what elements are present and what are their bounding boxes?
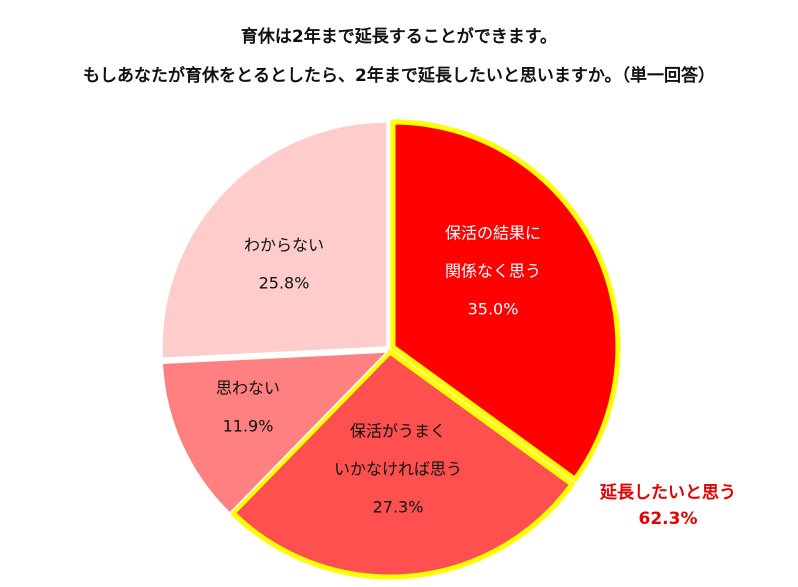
- slice-value-label: 11.9%: [223, 417, 274, 436]
- slice-category-label: 思わない: [216, 379, 280, 398]
- chart-title-line1: 育休は2年まで延長することができます。: [240, 27, 558, 47]
- slice-category-label: いかなければ思う: [334, 460, 462, 479]
- slice-category-label: 保活の結果に: [445, 224, 541, 243]
- slice-category-label: 保活がうまく: [350, 422, 446, 441]
- chart-title-line2: もしあなたが育休をとるとしたら、2年まで延長したいと思いますか。（単一回答）: [83, 66, 715, 86]
- slice-value-label: 27.3%: [373, 498, 424, 517]
- group-callout-label: 延長したいと思う: [599, 482, 736, 503]
- pie-slice-4: [161, 121, 388, 360]
- group-callout-value: 62.3%: [639, 509, 698, 529]
- pie-slice-3: [161, 351, 388, 514]
- pie-slice-1: [390, 119, 621, 482]
- pie-slice-2: [230, 349, 575, 580]
- slice-category-label: わからない: [244, 236, 324, 255]
- slice-value-label: 35.0%: [468, 300, 519, 319]
- slice-value-label: 25.8%: [259, 274, 310, 293]
- slice-category-label: 関係なく思う: [445, 262, 541, 281]
